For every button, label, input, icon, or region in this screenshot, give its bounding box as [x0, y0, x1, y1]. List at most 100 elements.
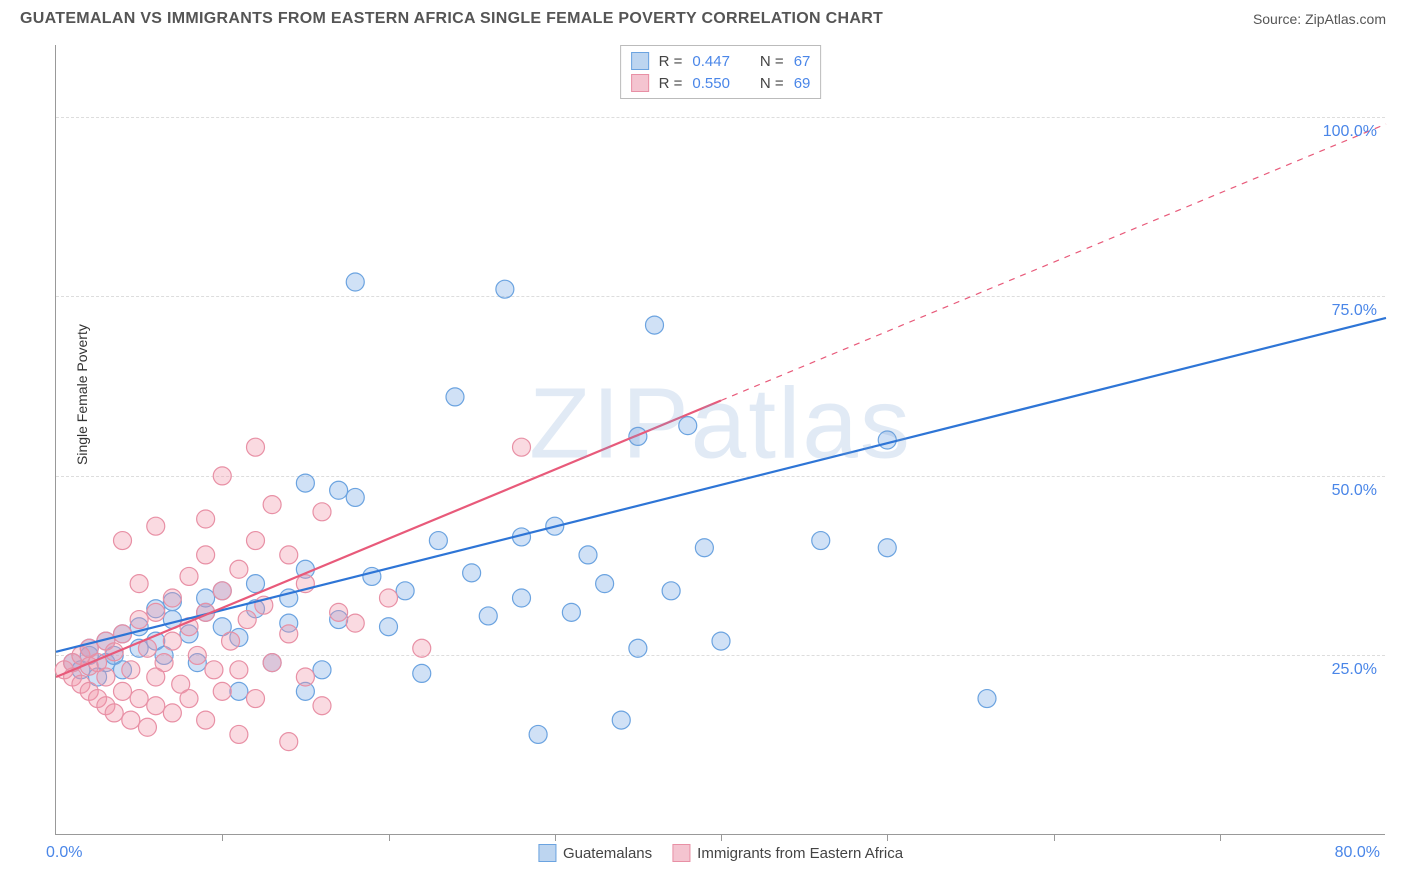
legend-swatch-icon: [672, 844, 690, 862]
scatter-point: [122, 661, 140, 679]
scatter-svg: [56, 45, 1385, 834]
legend-correlation-row: R =0.447N =67: [631, 50, 811, 72]
scatter-point: [238, 611, 256, 629]
scatter-point: [346, 488, 364, 506]
scatter-point: [579, 546, 597, 564]
legend-n-value: 67: [794, 53, 811, 70]
scatter-point: [230, 682, 248, 700]
scatter-point: [130, 575, 148, 593]
scatter-point: [205, 661, 223, 679]
trend-line: [56, 318, 1386, 652]
scatter-point: [296, 668, 314, 686]
scatter-point: [612, 711, 630, 729]
scatter-point: [197, 546, 215, 564]
x-tick-label: 80.0%: [1335, 844, 1380, 862]
legend-series-label: Immigrants from Eastern Africa: [697, 845, 903, 862]
scatter-point: [346, 273, 364, 291]
scatter-point: [247, 438, 265, 456]
scatter-point: [313, 503, 331, 521]
scatter-point: [105, 704, 123, 722]
scatter-point: [513, 589, 531, 607]
scatter-point: [247, 575, 265, 593]
scatter-point: [180, 567, 198, 585]
legend-series-item: Guatemalans: [538, 844, 652, 862]
y-tick-label: 25.0%: [1332, 661, 1377, 679]
scatter-point: [197, 711, 215, 729]
scatter-point: [138, 718, 156, 736]
scatter-point: [463, 564, 481, 582]
scatter-point: [429, 532, 447, 550]
legend-r-label: R =: [659, 53, 683, 70]
scatter-point: [878, 431, 896, 449]
scatter-point: [114, 682, 132, 700]
scatter-point: [380, 589, 398, 607]
scatter-point: [662, 582, 680, 600]
scatter-point: [114, 532, 132, 550]
legend-series: Guatemalans Immigrants from Eastern Afric…: [538, 844, 903, 862]
scatter-point: [230, 725, 248, 743]
chart-plot-area: Single Female Poverty ZIPatlas R =0.447N…: [55, 45, 1385, 835]
scatter-point: [346, 614, 364, 632]
scatter-point: [878, 539, 896, 557]
legend-swatch-icon: [631, 74, 649, 92]
scatter-point: [213, 467, 231, 485]
scatter-point: [247, 690, 265, 708]
scatter-point: [263, 496, 281, 514]
scatter-point: [413, 639, 431, 657]
scatter-point: [313, 661, 331, 679]
scatter-point: [213, 682, 231, 700]
scatter-point: [695, 539, 713, 557]
legend-swatch-icon: [631, 52, 649, 70]
source-attribution: Source: ZipAtlas.com: [1253, 11, 1386, 27]
scatter-point: [646, 316, 664, 334]
scatter-point: [147, 517, 165, 535]
scatter-point: [978, 690, 996, 708]
scatter-point: [479, 607, 497, 625]
scatter-point: [280, 625, 298, 643]
scatter-point: [812, 532, 830, 550]
scatter-point: [163, 704, 181, 722]
scatter-point: [230, 560, 248, 578]
scatter-point: [155, 654, 173, 672]
scatter-point: [188, 646, 206, 664]
scatter-point: [130, 690, 148, 708]
legend-n-label: N =: [760, 75, 784, 92]
scatter-point: [596, 575, 614, 593]
scatter-point: [222, 632, 240, 650]
legend-series-item: Immigrants from Eastern Africa: [672, 844, 903, 862]
scatter-point: [263, 654, 281, 672]
scatter-point: [147, 603, 165, 621]
scatter-point: [513, 438, 531, 456]
scatter-point: [122, 711, 140, 729]
trend-line-extrapolated: [721, 124, 1386, 401]
scatter-point: [280, 546, 298, 564]
scatter-point: [330, 603, 348, 621]
y-tick-label: 75.0%: [1332, 302, 1377, 320]
scatter-point: [163, 589, 181, 607]
scatter-point: [130, 611, 148, 629]
scatter-point: [213, 582, 231, 600]
y-tick-label: 50.0%: [1332, 482, 1377, 500]
legend-correlation-box: R =0.447N =67R =0.550N =69: [620, 45, 822, 99]
scatter-point: [97, 668, 115, 686]
scatter-point: [247, 532, 265, 550]
scatter-point: [380, 618, 398, 636]
legend-r-label: R =: [659, 75, 683, 92]
scatter-point: [330, 481, 348, 499]
scatter-point: [230, 661, 248, 679]
scatter-point: [296, 474, 314, 492]
scatter-point: [313, 697, 331, 715]
legend-n-value: 69: [794, 75, 811, 92]
legend-r-value: 0.550: [692, 75, 730, 92]
scatter-point: [163, 632, 181, 650]
scatter-point: [147, 697, 165, 715]
scatter-point: [496, 280, 514, 298]
y-tick-label: 100.0%: [1323, 123, 1377, 141]
legend-correlation-row: R = 0.550 N = 69: [631, 72, 811, 94]
chart-title: GUATEMALAN VS IMMIGRANTS FROM EASTERN AF…: [20, 10, 883, 28]
scatter-point: [180, 690, 198, 708]
legend-series-label: Guatemalans: [563, 845, 652, 862]
legend-n-label: N =: [760, 53, 784, 70]
scatter-point: [629, 639, 647, 657]
scatter-point: [629, 427, 647, 445]
